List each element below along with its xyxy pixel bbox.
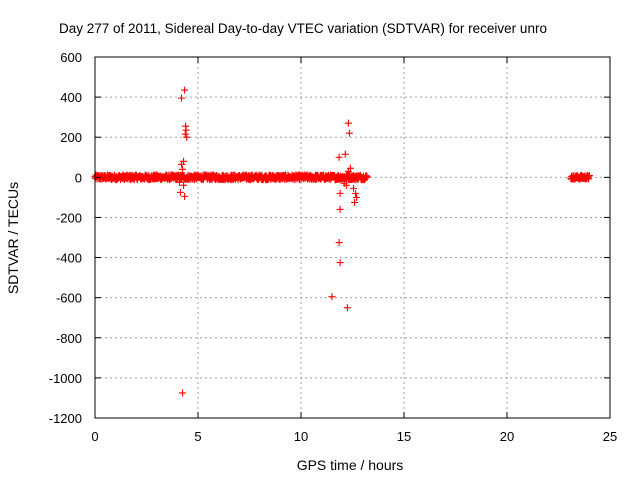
data-point: [183, 133, 191, 141]
data-point: [328, 293, 336, 301]
data-point: [344, 167, 352, 175]
data-point: [363, 172, 371, 180]
data-point: [178, 160, 186, 168]
data-point: [181, 130, 189, 138]
data-point: [343, 304, 351, 312]
data-point: [336, 259, 344, 267]
data-point: [351, 198, 359, 206]
data-point: [335, 239, 343, 247]
data-point: [175, 178, 183, 186]
x-tick-label: 0: [91, 429, 98, 444]
y-tick-label: -400: [56, 251, 82, 266]
x-axis-label: GPS time / hours: [297, 457, 404, 473]
y-tick-label: -600: [56, 291, 82, 306]
data-point: [178, 94, 186, 102]
data-point: [181, 86, 189, 94]
axis-ticks: 0 5 10 15 20 25 600 400 200 0 -200 -400 -600 -800 -100…: [49, 50, 617, 444]
y-tick-label: 600: [60, 50, 82, 65]
data-point: [352, 189, 360, 197]
data-point: [180, 181, 188, 189]
data-point: [182, 126, 190, 134]
x-tick-label: 10: [294, 429, 308, 444]
data-point: [181, 192, 189, 200]
data-point: [336, 205, 344, 213]
chart-title: Day 277 of 2011, Sidereal Day-to-day VTE…: [59, 21, 547, 36]
data-point: [336, 189, 344, 197]
data-point: [340, 179, 348, 187]
y-tick-label: -800: [56, 331, 82, 346]
plot-border: [94, 56, 611, 419]
data-point: [341, 150, 349, 158]
x-tick-label: 25: [603, 429, 617, 444]
data-point: [179, 165, 187, 173]
plot-area: [95, 57, 610, 418]
y-axis-label: SDTVAR / TECUs: [5, 182, 21, 294]
y-tick-label: -200: [56, 210, 82, 225]
y-tick-label: -1200: [49, 411, 82, 426]
data-point: [353, 193, 361, 201]
data-point: [179, 389, 187, 397]
data-point: [335, 153, 343, 161]
data-point: [344, 119, 352, 127]
y-tick-label: -1000: [49, 371, 82, 386]
data-point: [585, 172, 593, 179]
x-tick-label: 15: [397, 429, 411, 444]
y-tick-label: 400: [60, 90, 82, 105]
data-point: [345, 129, 353, 137]
y-tick-label: 200: [60, 130, 82, 145]
data-point: [176, 188, 184, 196]
x-tick-label: 5: [194, 429, 201, 444]
y-tick-label: 0: [75, 170, 82, 185]
data-point: [350, 184, 358, 192]
x-tick-label: 20: [500, 429, 514, 444]
data-marks: [91, 86, 593, 397]
